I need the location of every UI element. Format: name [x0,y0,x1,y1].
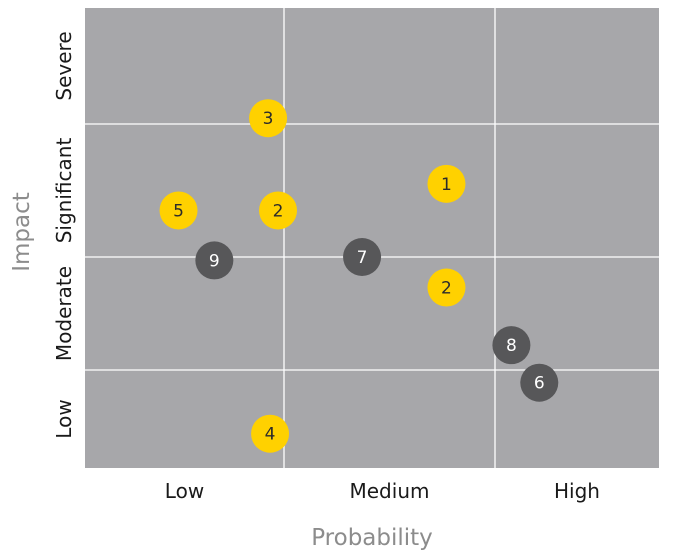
data-point: 4 [251,414,290,453]
x-tick-label: Medium [350,479,430,503]
point-marker [343,238,382,276]
point-marker [492,326,531,365]
grid-lines [85,8,659,468]
point-label: 9 [209,251,220,271]
point-label: 3 [263,109,274,129]
x-tick-label: Low [165,479,204,503]
point-marker [427,268,466,307]
data-point: 1 [427,164,466,203]
point-label: 7 [357,248,368,268]
point-marker [251,414,290,453]
data-points: 3 1 5 2 9 7 2 86 4 [159,99,559,453]
y-axis-title: Impact [9,192,35,272]
point-label: 5 [173,201,184,221]
y-tick-label: Low [52,399,76,438]
y-tick-label: Significant [52,138,76,244]
data-point: 9 [195,241,234,280]
point-marker [259,191,298,230]
x-axis-title: Probability [311,525,433,550]
point-label: 2 [273,201,284,221]
data-point: 5 [159,191,198,230]
point-marker [520,363,559,402]
point-marker [427,164,466,203]
data-point: 2 [259,191,298,230]
point-marker [159,191,198,230]
y-tick-label: Moderate [52,266,76,361]
data-point: 2 [427,268,466,307]
point-marker [249,99,288,138]
plot-area [85,8,659,468]
x-axis-ticks: Low Medium High [165,479,600,503]
y-axis-ticks: Low Moderate Significant Severe [52,31,76,438]
x-tick-label: High [554,479,600,503]
point-label: 1 [441,175,452,195]
data-point: 7 [343,238,382,276]
data-point: 6 [520,363,559,402]
point-label: 8 [506,336,517,356]
data-point: 3 [249,99,288,138]
point-label: 2 [441,279,452,299]
point-label: 4 [265,425,276,445]
y-tick-label: Severe [52,31,76,100]
point-marker [195,241,234,280]
point-label: 6 [534,374,545,394]
data-point: 8 [492,326,531,365]
